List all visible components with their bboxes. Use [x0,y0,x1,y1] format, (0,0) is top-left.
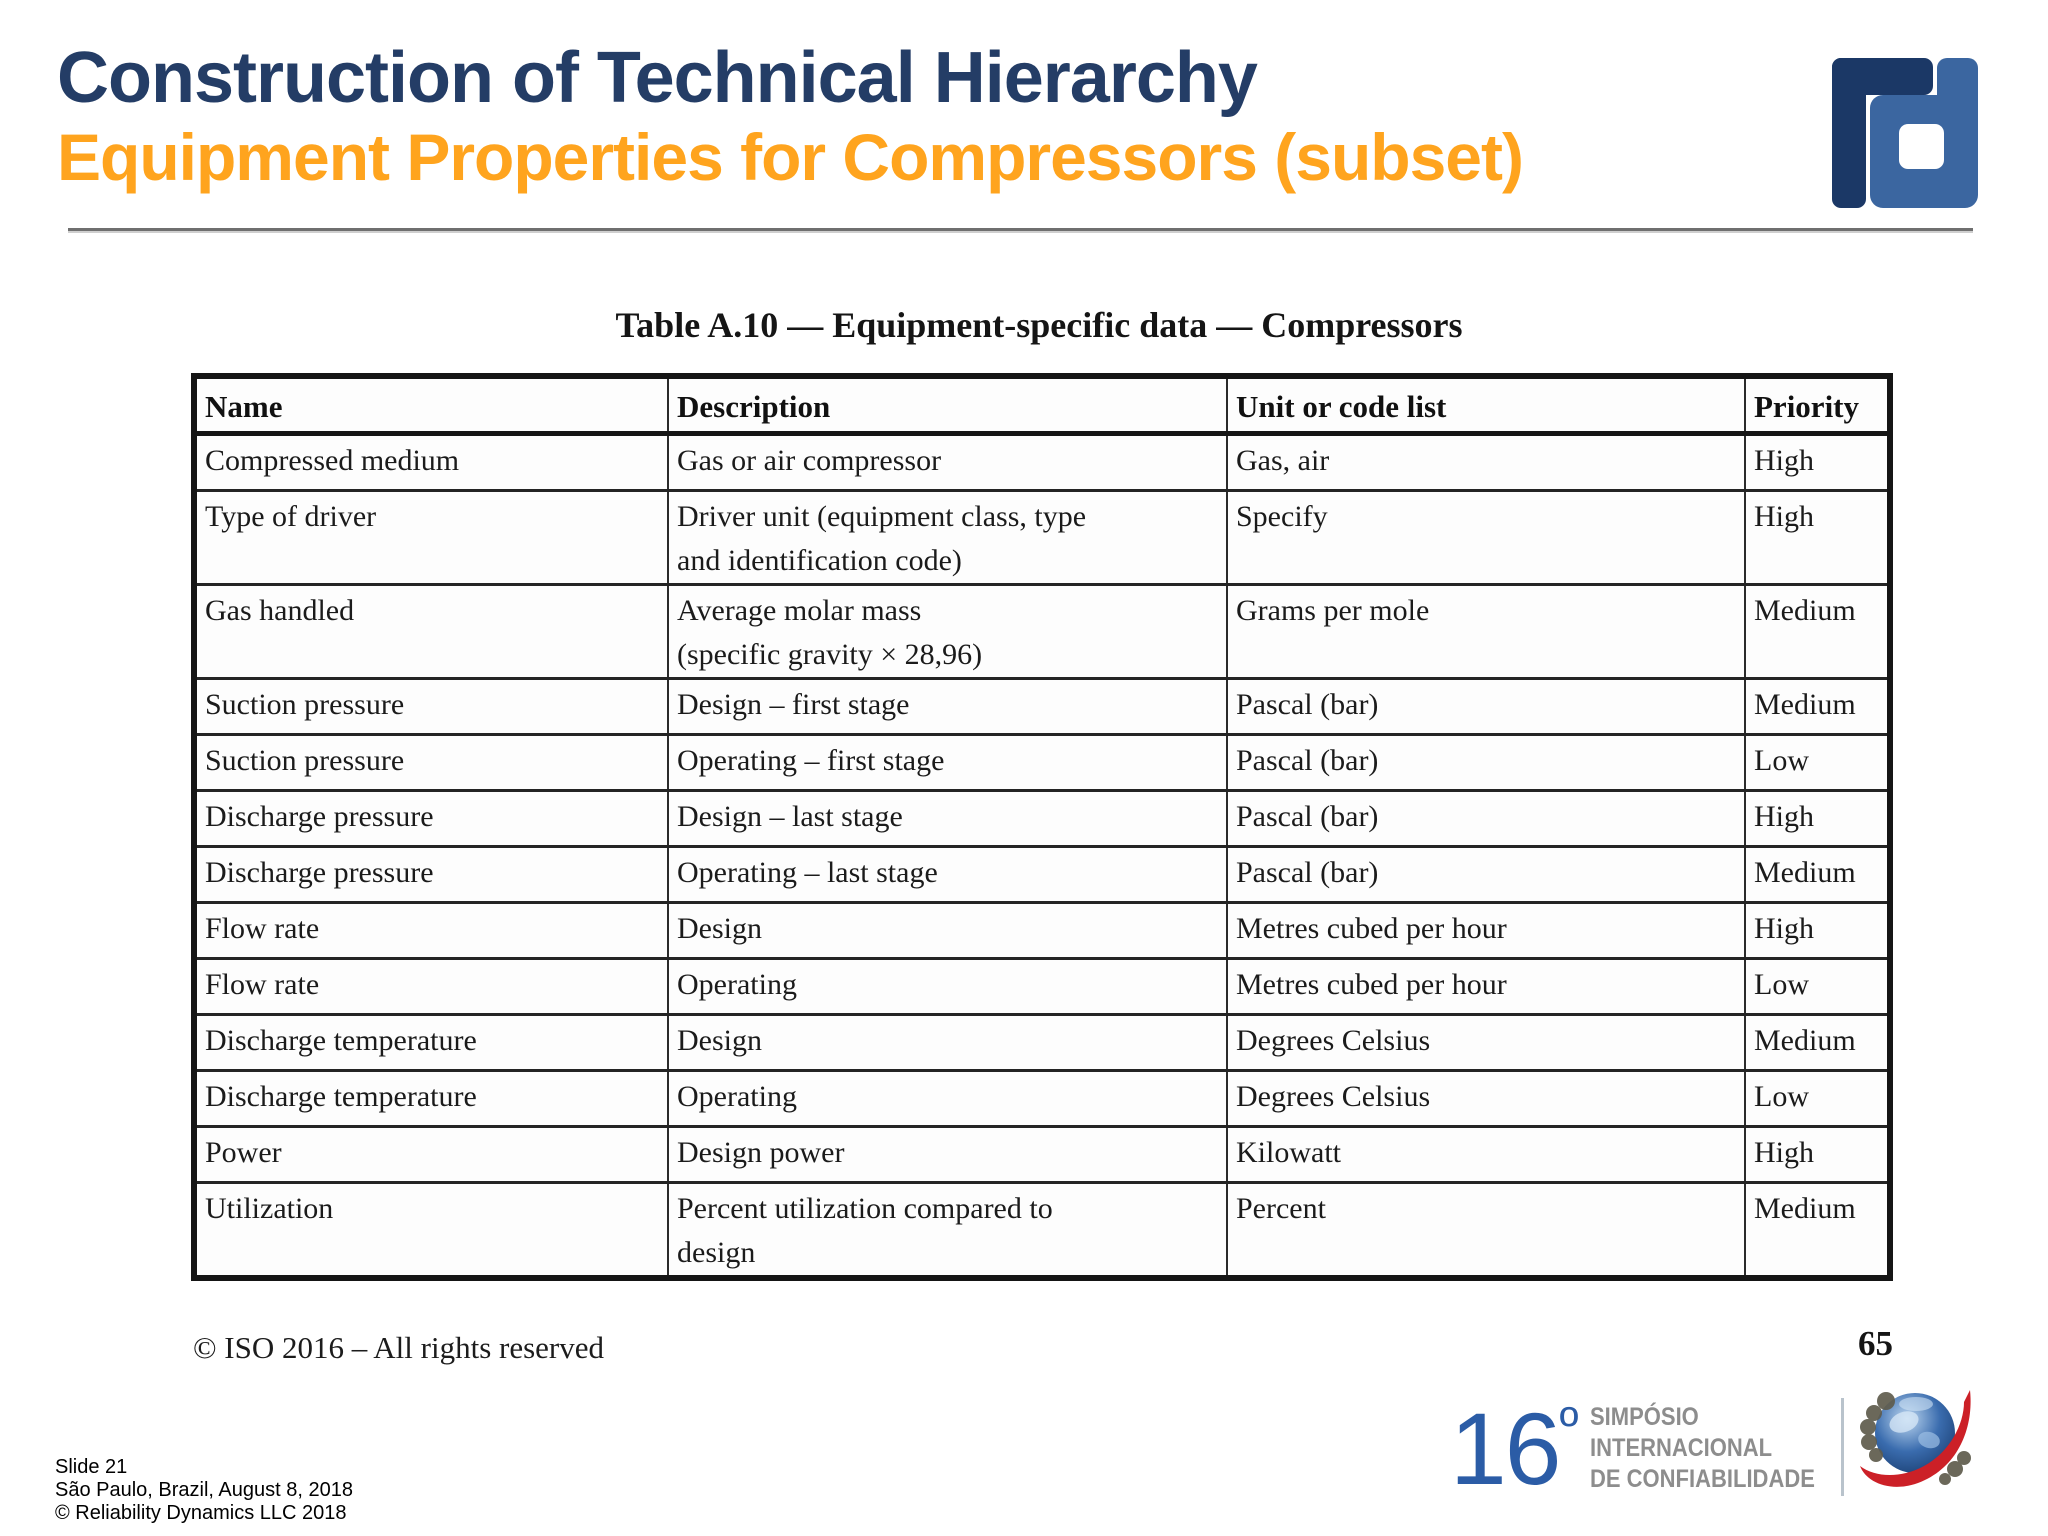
cell-description: Average molar mass (specific gravity × 2… [667,583,1228,680]
table-row: Suction pressure Operating – first stage P… [193,733,1891,792]
cell-description: Operating [667,1069,1228,1128]
table-row: Discharge temperature Operating Degrees Ce… [193,1069,1891,1128]
cell-unit: Pascal (bar) [1226,845,1746,904]
table-body: Compressed medium Gas or air compressor Ga… [193,432,1891,1279]
rd-logo-r-horizontal-bar [1832,58,1933,95]
table-row: Discharge pressure Operating – last stage… [193,845,1891,904]
cell-description: Design [667,1013,1228,1072]
cell-description: Gas or air compressor [667,432,1228,492]
cell-priority: High [1744,789,1891,848]
table-row: Discharge pressure Design – last stage Pas… [193,789,1891,848]
cell-unit: Metres cubed per hour [1226,901,1746,960]
cell-priority: Low [1744,1069,1891,1128]
cell-priority: Low [1744,733,1891,792]
cell-unit: Degrees Celsius [1226,1069,1746,1128]
table-caption: Table A.10 — Equipment-specific data — C… [615,305,1463,345]
congress-ordinal: º [1559,1397,1578,1455]
cell-name: Power [193,1125,669,1184]
slide-subtitle: Equipment Properties for Compressors (su… [57,120,1524,194]
title-divider [68,228,1973,233]
cell-unit: Pascal (bar) [1226,789,1746,848]
cell-description: Design – last stage [667,789,1228,848]
table-row: Suction pressure Design – first stage Pasc… [193,677,1891,736]
cell-name: Suction pressure [193,677,669,736]
congress-number: 16º [1450,1397,1578,1500]
congress-name-line2: INTERNACIONAL [1590,1434,1773,1462]
table-row: Compressed medium Gas or air compressor Ga… [193,432,1891,492]
cell-unit: Pascal (bar) [1226,677,1746,736]
footer-company-copyright: © Reliability Dynamics LLC 2018 [55,1502,347,1524]
cell-priority: Medium [1744,1181,1891,1279]
cell-name: Discharge temperature [193,1013,669,1072]
cell-name: Compressed medium [193,432,669,492]
cell-unit: Percent [1226,1181,1746,1279]
cell-name: Gas handled [193,583,669,680]
congress-name: SIMPÓSIO INTERNACIONAL DE CONFIABILIDADE [1590,1402,1815,1495]
cell-unit: Grams per mole [1226,583,1746,680]
cell-description: Operating – last stage [667,845,1228,904]
table-row: Flow rate Operating Metres cubed per hour L… [193,957,1891,1016]
congress-name-line1: SIMPÓSIO [1590,1403,1699,1431]
column-header-description: Description [667,376,1228,436]
column-header-unit: Unit or code list [1226,376,1746,436]
cell-priority: High [1744,901,1891,960]
cell-description: Driver unit (equipment class, type and i… [667,489,1228,586]
cell-priority: Medium [1744,677,1891,736]
cell-priority: High [1744,432,1891,492]
congress-divider [1841,1398,1844,1496]
cell-name: Discharge pressure [193,789,669,848]
cell-description: Design [667,901,1228,960]
cell-priority: Low [1744,957,1891,1016]
cell-name: Utilization [193,1181,669,1279]
slide-title: Construction of Technical Hierarchy [57,38,1258,118]
cell-description: Design – first stage [667,677,1228,736]
footer-slide-number: Slide 21 [55,1456,128,1478]
cell-unit: Kilowatt [1226,1125,1746,1184]
table-row: Utilization Percent utilization compared … [193,1181,1891,1279]
page-number: 65 [1858,1324,1893,1363]
cell-name: Flow rate [193,957,669,1016]
cell-name: Discharge pressure [193,845,669,904]
cell-priority: Medium [1744,845,1891,904]
cell-priority: High [1744,1125,1891,1184]
cell-name: Discharge temperature [193,1069,669,1128]
table-row: Power Design power Kilowatt High [193,1125,1891,1184]
cell-priority: Medium [1744,583,1891,680]
equipment-table: Name Description Unit or code list Prior… [191,373,1893,1281]
cell-description: Operating – first stage [667,733,1228,792]
congress-number-digits: 16 [1450,1392,1561,1506]
cell-unit: Metres cubed per hour [1226,957,1746,1016]
rd-logo-d-hole [1899,124,1944,169]
cell-priority: High [1744,489,1891,586]
slide-footer: Slide 21 São Paulo, Brazil, August 8, 20… [55,1456,353,1525]
cell-unit: Specify [1226,489,1746,586]
cell-description: Operating [667,957,1228,1016]
iso-copyright: © ISO 2016 – All rights reserved [193,1330,605,1365]
table-row: Flow rate Design Metres cubed per hour High [193,901,1891,960]
table-row: Gas handled Average molar mass (specific … [193,583,1891,680]
rd-monogram-icon [1832,58,1978,208]
cell-name: Flow rate [193,901,669,960]
table-row: Discharge temperature Design Degrees Celsi… [193,1013,1891,1072]
cell-name: Suction pressure [193,733,669,792]
cell-unit: Gas, air [1226,432,1746,492]
table-header-row: Name Description Unit or code list Prior… [193,376,1891,436]
table-row: Type of driver Driver unit (equipment cla… [193,489,1891,586]
cell-unit: Pascal (bar) [1226,733,1746,792]
column-header-priority: Priority [1744,376,1891,436]
cell-description: Percent utilization compared to design [667,1181,1228,1279]
cell-priority: Medium [1744,1013,1891,1072]
globe-swoosh-icon [1860,1390,1971,1487]
footer-location-date: São Paulo, Brazil, August 8, 2018 [55,1479,353,1501]
cell-name: Type of driver [193,489,669,586]
cell-unit: Degrees Celsius [1226,1013,1746,1072]
congress-name-line3: DE CONFIABILIDADE [1590,1465,1815,1493]
column-header-name: Name [193,376,669,436]
cell-description: Design power [667,1125,1228,1184]
